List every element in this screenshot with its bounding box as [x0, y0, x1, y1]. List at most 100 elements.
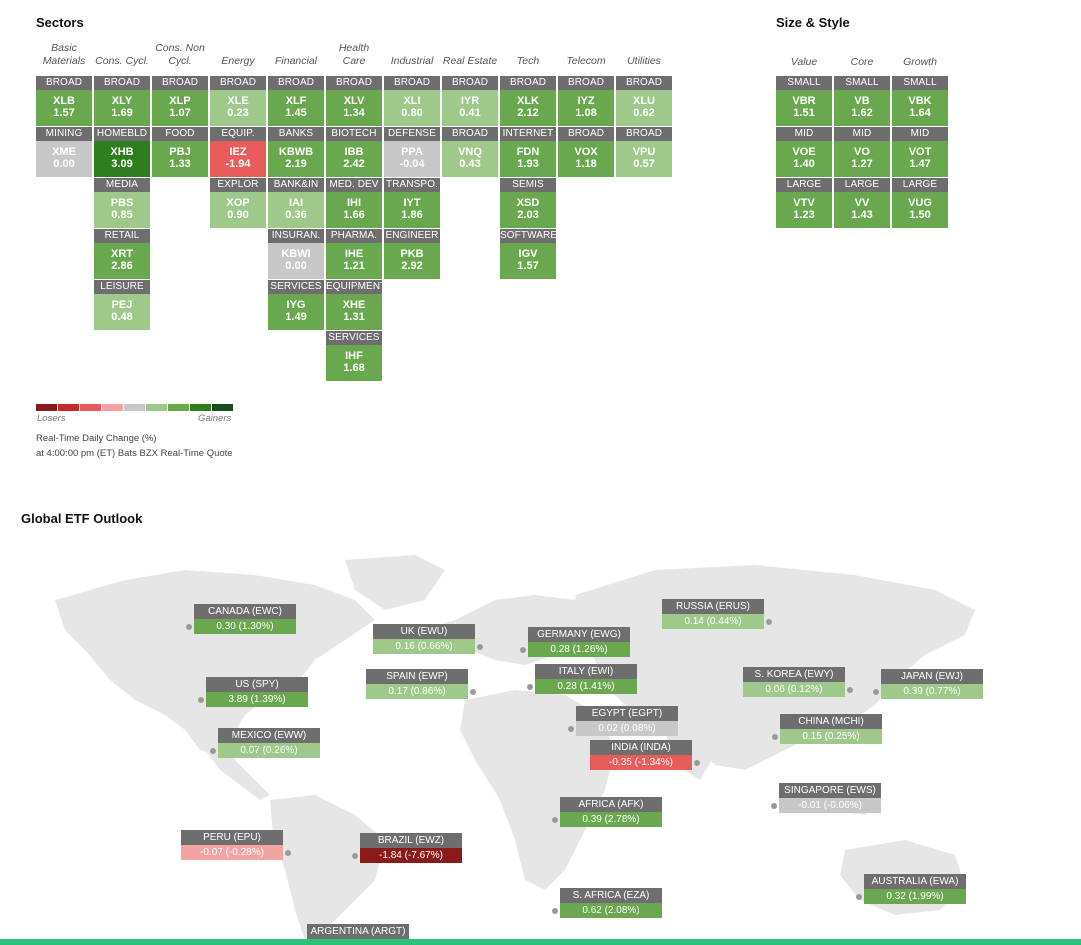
tile-body: XLY 1.69 [94, 90, 150, 126]
etf-tile-xrt[interactable]: RETAIL XRT 2.86 [94, 229, 150, 279]
etf-tile-kbwi[interactable]: INSURAN. KBWI 0.00 [268, 229, 324, 279]
etf-tile-pkb[interactable]: ENGINEER PKB 2.92 [384, 229, 440, 279]
country-marker-canada-ewc[interactable]: CANADA (EWC) 0.30 (1.30%) [194, 604, 296, 634]
etf-tile-iai[interactable]: BANK&IN IAI 0.36 [268, 178, 324, 228]
etf-tile-vv[interactable]: LARGE VV 1.43 [834, 178, 890, 228]
sector-header-utilities: Utilities [627, 55, 661, 67]
etf-tile-xhb[interactable]: HOMEBLD XHB 3.09 [94, 127, 150, 177]
etf-tile-xhe[interactable]: EQUIPMENT XHE 1.31 [326, 280, 382, 330]
tile-change-value: 1.49 [285, 311, 307, 323]
tile-category-label: BROAD [558, 76, 614, 90]
country-label: EGYPT (EGPT) [576, 706, 678, 721]
etf-tile-iez[interactable]: EQUIP. IEZ -1.94 [210, 127, 266, 177]
country-marker-germany-ewg[interactable]: GERMANY (EWG) 0.28 (1.26%) [528, 627, 630, 657]
etf-tile-ihi[interactable]: MED. DEV IHI 1.66 [326, 178, 382, 228]
etf-tile-vug[interactable]: LARGE VUG 1.50 [892, 178, 948, 228]
etf-tile-xly[interactable]: BROAD XLY 1.69 [94, 76, 150, 126]
country-marker-uk-ewu[interactable]: UK (EWU) 0.16 (0.66%) [373, 624, 475, 654]
tile-change-value: 0.85 [111, 209, 133, 221]
etf-tile-iyz[interactable]: BROAD IYZ 1.08 [558, 76, 614, 126]
etf-tile-xsd[interactable]: SEMIS XSD 2.03 [500, 178, 556, 228]
legend-swatch [212, 404, 233, 411]
etf-tile-vox[interactable]: BROAD VOX 1.18 [558, 127, 614, 177]
country-marker-russia-erus[interactable]: RUSSIA (ERUS) 0.14 (0.44%) [662, 599, 764, 629]
etf-tile-vo[interactable]: MID VO 1.27 [834, 127, 890, 177]
etf-tile-vbk[interactable]: SMALL VBK 1.64 [892, 76, 948, 126]
country-label: ITALY (EWI) [535, 664, 637, 679]
etf-tile-voe[interactable]: MID VOE 1.40 [776, 127, 832, 177]
tile-change-value: 2.12 [517, 107, 539, 119]
etf-tile-igv[interactable]: SOFTWARE IGV 1.57 [500, 229, 556, 279]
etf-tile-ihe[interactable]: PHARMA. IHE 1.21 [326, 229, 382, 279]
tile-ticker: PPA [401, 146, 423, 158]
etf-tile-iyr[interactable]: BROAD IYR 0.41 [442, 76, 498, 126]
etf-tile-iyt[interactable]: TRANSPO. IYT 1.86 [384, 178, 440, 228]
etf-tile-xli[interactable]: BROAD XLI 0.80 [384, 76, 440, 126]
etf-tile-xlv[interactable]: BROAD XLV 1.34 [326, 76, 382, 126]
etf-tile-xle[interactable]: BROAD XLE 0.23 [210, 76, 266, 126]
country-label: INDIA (INDA) [590, 740, 692, 755]
tile-change-value: 0.43 [459, 158, 481, 170]
tile-category-label: HOMEBLD [94, 127, 150, 141]
etf-tile-xlf[interactable]: BROAD XLF 1.45 [268, 76, 324, 126]
country-marker-africa-afk[interactable]: AFRICA (AFK) 0.39 (2.78%) [560, 797, 662, 827]
etf-tile-pej[interactable]: LEISURE PEJ 0.48 [94, 280, 150, 330]
tile-change-value: 1.21 [343, 260, 365, 272]
country-marker-italy-ewi[interactable]: ITALY (EWI) 0.28 (1.41%) [535, 664, 637, 694]
etf-tile-vot[interactable]: MID VOT 1.47 [892, 127, 948, 177]
legend-swatch [36, 404, 57, 411]
country-marker-brazil-ewz[interactable]: BRAZIL (EWZ) -1.84 (-7.67%) [360, 833, 462, 863]
country-marker-us-spy[interactable]: US (SPY) 3.89 (1.39%) [206, 677, 308, 707]
tile-ticker: PEJ [111, 299, 133, 311]
country-marker-singapore-ews[interactable]: SINGAPORE (EWS) -0.01 (-0.06%) [779, 783, 881, 813]
tile-category-label: BROAD [384, 76, 440, 90]
etf-tile-kbwb[interactable]: BANKS KBWB 2.19 [268, 127, 324, 177]
etf-tile-xlb[interactable]: BROAD XLB 1.57 [36, 76, 92, 126]
etf-tile-vnq[interactable]: BROAD VNQ 0.43 [442, 127, 498, 177]
tile-body: VOT 1.47 [892, 141, 948, 177]
country-marker-s-korea-ewy[interactable]: S. KOREA (EWY) 0.06 (0.12%) [743, 667, 845, 697]
etf-tile-ibb[interactable]: BIOTECH IBB 2.42 [326, 127, 382, 177]
etf-tile-vpu[interactable]: BROAD VPU 0.57 [616, 127, 672, 177]
country-change-value: 0.39 (2.78%) [560, 812, 662, 827]
country-marker-china-mchi[interactable]: CHINA (MCHI) 0.15 (0.25%) [780, 714, 882, 744]
etf-tile-fdn[interactable]: INTERNET FDN 1.93 [500, 127, 556, 177]
etf-tile-vb[interactable]: SMALL VB 1.62 [834, 76, 890, 126]
tile-change-value: 1.43 [851, 209, 873, 221]
size-style-header-value: Value [790, 56, 818, 68]
country-marker-spain-ewp[interactable]: SPAIN (EWP) 0.17 (0.86%) [366, 669, 468, 699]
tile-category-label: BROAD [616, 127, 672, 141]
country-marker-australia-ewa[interactable]: AUSTRALIA (EWA) 0.32 (1.99%) [864, 874, 966, 904]
country-marker-argentina-argt[interactable]: ARGENTINA (ARGT) [307, 924, 409, 939]
etf-tile-xme[interactable]: MINING XME 0.00 [36, 127, 92, 177]
etf-tile-pbs[interactable]: MEDIA PBS 0.85 [94, 178, 150, 228]
etf-tile-vtv[interactable]: LARGE VTV 1.23 [776, 178, 832, 228]
etf-tile-xlp[interactable]: BROAD XLP 1.07 [152, 76, 208, 126]
country-marker-s-africa-eza[interactable]: S. AFRICA (EZA) 0.62 (2.08%) [560, 888, 662, 918]
country-label: UK (EWU) [373, 624, 475, 639]
etf-tile-pbj[interactable]: FOOD PBJ 1.33 [152, 127, 208, 177]
tile-change-value: 0.62 [633, 107, 655, 119]
country-location-dot [186, 624, 192, 630]
etf-tile-xlk[interactable]: BROAD XLK 2.12 [500, 76, 556, 126]
country-marker-japan-ewj[interactable]: JAPAN (EWJ) 0.39 (0.77%) [881, 669, 983, 699]
tile-ticker: VTV [793, 197, 815, 209]
country-marker-mexico-eww[interactable]: MEXICO (EWW) 0.07 (0.26%) [218, 728, 320, 758]
tile-ticker: VB [854, 95, 870, 107]
tile-body: KBWB 2.19 [268, 141, 324, 177]
etf-tile-vbr[interactable]: SMALL VBR 1.51 [776, 76, 832, 126]
tile-category-label: LARGE [776, 178, 832, 192]
country-marker-peru-epu[interactable]: PERU (EPU) -0.07 (-0.28%) [181, 830, 283, 860]
etf-tile-ihf[interactable]: SERVICES IHF 1.68 [326, 331, 382, 381]
tile-category-label: BROAD [152, 76, 208, 90]
country-marker-india-inda[interactable]: INDIA (INDA) -0.35 (-1.34%) [590, 740, 692, 770]
etf-tile-ppa[interactable]: DEFENSE PPA -0.04 [384, 127, 440, 177]
etf-tile-xop[interactable]: EXPLOR XOP 0.90 [210, 178, 266, 228]
tile-body: VUG 1.50 [892, 192, 948, 228]
country-marker-egypt-egpt[interactable]: EGYPT (EGPT) 0.02 (0.08%) [576, 706, 678, 736]
country-location-dot [285, 850, 291, 856]
etf-tile-iyg[interactable]: SERVICES IYG 1.49 [268, 280, 324, 330]
bottom-accent-bar [0, 939, 1081, 945]
tile-change-value: 2.92 [401, 260, 423, 272]
etf-tile-xlu[interactable]: BROAD XLU 0.62 [616, 76, 672, 126]
